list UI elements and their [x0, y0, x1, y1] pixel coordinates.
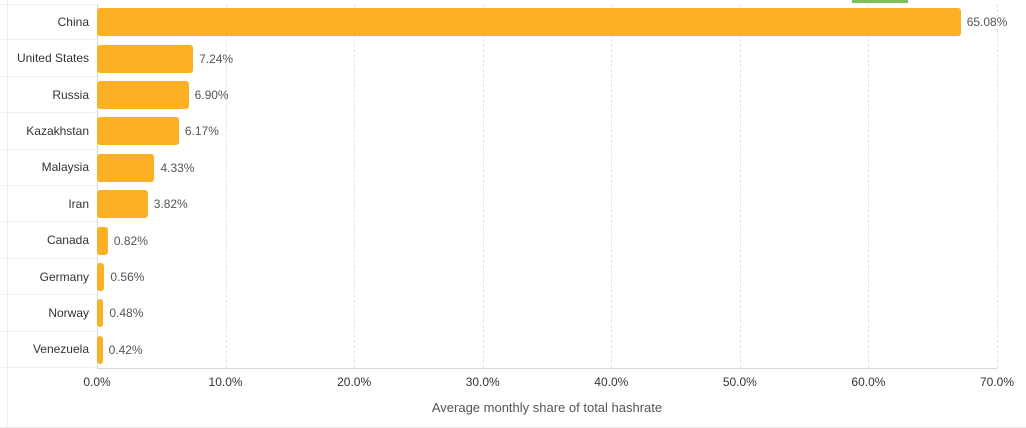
x-tick-label: 60.0%: [851, 375, 886, 389]
x-axis-ticks: 0.0% 10.0% 20.0% 30.0% 40.0% 50.0% 60.0% 70.0%: [83, 375, 1014, 391]
x-axis-title: Average monthly share of total hashrate: [431, 400, 663, 415]
panel-left-border: [7, 0, 8, 427]
bar-track: 65.08%: [97, 4, 1026, 40]
bar-row: Russia 6.90%: [0, 77, 1026, 114]
bar[interactable]: [97, 44, 194, 73]
category-label: Norway: [0, 295, 97, 332]
x-tick-label: 50.0%: [722, 375, 757, 389]
bar-track: 6.90%: [97, 77, 1026, 113]
value-label: 65.08%: [966, 15, 1008, 30]
bar-row: Kazakhstan 6.17%: [0, 113, 1026, 150]
bar[interactable]: [97, 190, 148, 219]
x-tick-label: 10.0%: [208, 375, 243, 389]
bar[interactable]: [97, 117, 179, 146]
value-label: 3.82%: [153, 197, 188, 212]
value-label: 0.56%: [110, 270, 145, 285]
value-label: 7.24%: [199, 51, 234, 66]
bar[interactable]: [97, 81, 189, 110]
category-label: Venezuela: [0, 332, 97, 369]
bar-track: 0.42%: [97, 332, 1026, 368]
bar[interactable]: [97, 299, 104, 328]
bar-row: Norway 0.48%: [0, 295, 1026, 332]
category-label: Russia: [0, 77, 97, 114]
legend-fragment: [852, 0, 908, 3]
bar-row: Venezuela 0.42%: [0, 332, 1026, 369]
bar-row: China 65.08%: [0, 4, 1026, 41]
bar[interactable]: [97, 226, 108, 255]
x-tick-label: 30.0%: [465, 375, 500, 389]
value-label: 0.82%: [113, 233, 148, 248]
bar-row: Malaysia 4.33%: [0, 150, 1026, 187]
x-axis-line: [97, 368, 997, 369]
x-tick-label: 70.0%: [979, 375, 1015, 389]
category-label: Kazakhstan: [0, 113, 97, 150]
bar-track: 6.17%: [97, 113, 1026, 149]
value-label: 0.48%: [109, 306, 144, 321]
category-label: Malaysia: [0, 150, 97, 187]
bar-row: Iran 3.82%: [0, 186, 1026, 223]
category-label: United States: [0, 40, 97, 77]
category-label: China: [0, 4, 97, 41]
category-label: Iran: [0, 186, 97, 223]
category-label: Germany: [0, 259, 97, 296]
value-label: 0.42%: [108, 342, 143, 357]
bar[interactable]: [97, 263, 105, 292]
bar[interactable]: [97, 153, 155, 182]
bar-track: 0.56%: [97, 259, 1026, 295]
bar-track: 4.33%: [97, 150, 1026, 186]
x-tick-label: 40.0%: [594, 375, 629, 389]
bar-row: Germany 0.56%: [0, 259, 1026, 296]
bar-rows: China 65.08% United States 7.24% Russia 6.90%…: [0, 4, 1026, 369]
category-label: Canada: [0, 222, 97, 259]
x-tick-label: 20.0%: [337, 375, 372, 389]
x-tick-label: 0.0%: [83, 375, 111, 389]
bar-track: 3.82%: [97, 186, 1026, 222]
bar-track: 0.48%: [97, 295, 1026, 331]
value-label: 6.90%: [194, 88, 229, 103]
bar-track: 0.82%: [97, 222, 1026, 258]
value-label: 4.33%: [160, 160, 195, 175]
bar-row: Canada 0.82%: [0, 222, 1026, 259]
bar-row: United States 7.24%: [0, 40, 1026, 77]
value-label: 6.17%: [184, 124, 219, 139]
bar-track: 7.24%: [97, 40, 1026, 76]
bar[interactable]: [97, 335, 103, 364]
bar[interactable]: [97, 8, 961, 37]
